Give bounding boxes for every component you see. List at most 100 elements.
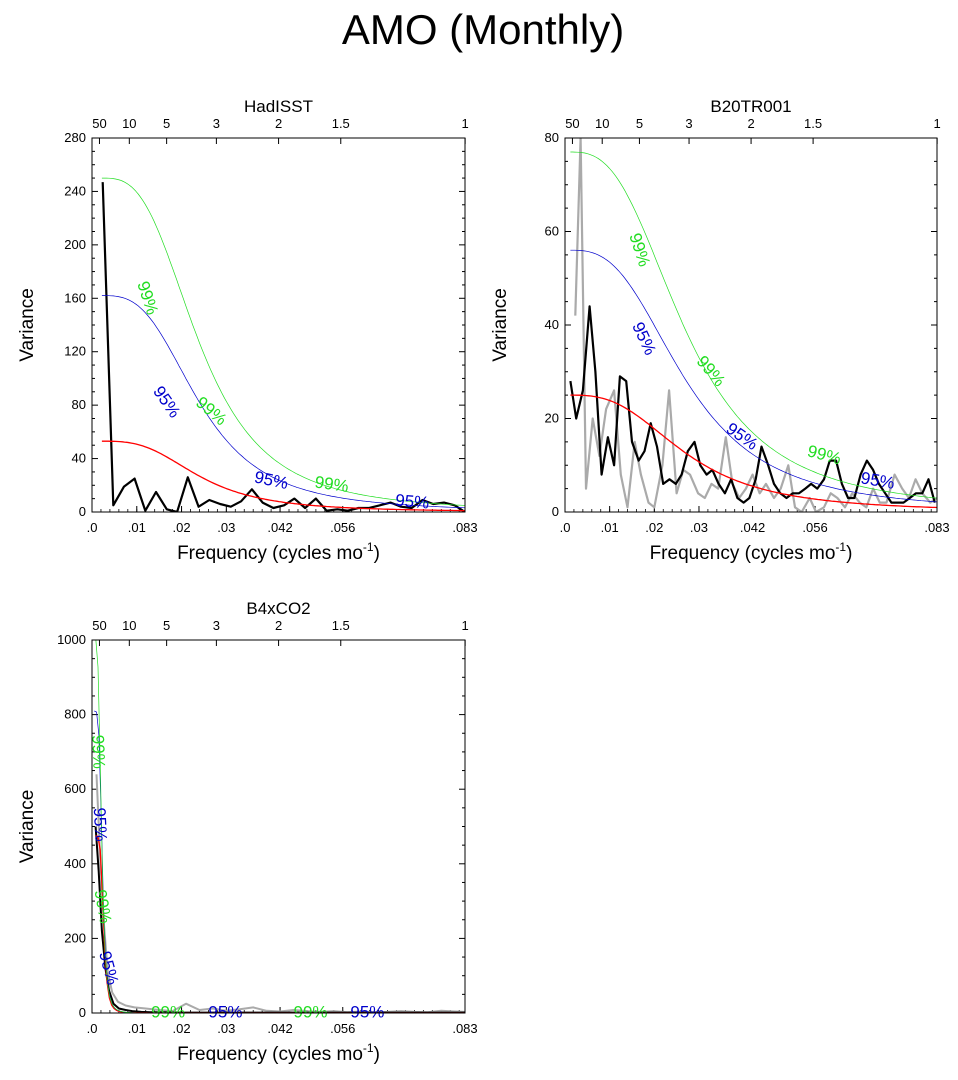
series-spectrum bbox=[94, 826, 465, 1013]
period-tick-label: 1.5 bbox=[332, 116, 350, 131]
x-tick-label: .083 bbox=[924, 520, 949, 535]
series-95% bbox=[101, 295, 465, 509]
series-red-noise bbox=[101, 440, 465, 512]
period-tick-label: 50 bbox=[92, 116, 106, 131]
period-tick-label: 5 bbox=[163, 116, 170, 131]
series-secondary bbox=[95, 774, 465, 1013]
y-tick-label: 200 bbox=[64, 930, 86, 945]
period-tick-label: 2 bbox=[275, 618, 282, 633]
y-tick-label: 400 bbox=[64, 856, 86, 871]
y-tick-label: 0 bbox=[79, 1005, 86, 1020]
period-tick-label: 1 bbox=[462, 618, 469, 633]
confidence-label: 95% bbox=[95, 949, 122, 987]
period-tick-label: 2 bbox=[747, 116, 754, 131]
x-axis-title-superscript: -1 bbox=[363, 1041, 374, 1055]
period-tick-label: 2 bbox=[275, 116, 282, 131]
period-tick-label: 5 bbox=[163, 618, 170, 633]
y-tick-label: 200 bbox=[64, 237, 86, 252]
period-tick-label: 1 bbox=[462, 116, 469, 131]
period-tick-label: 10 bbox=[122, 116, 136, 131]
x-tick-label: .0 bbox=[560, 520, 571, 535]
x-tick-label: .083 bbox=[452, 520, 477, 535]
series-secondary bbox=[574, 138, 937, 512]
y-axis-title: Variance bbox=[490, 288, 511, 362]
y-tick-label: 40 bbox=[72, 451, 86, 466]
y-tick-label: 80 bbox=[545, 130, 559, 145]
x-axis-title: Frequency (cycles mo-1) bbox=[177, 540, 380, 564]
y-tick-label: 240 bbox=[64, 183, 86, 198]
x-tick-label: .02 bbox=[645, 520, 663, 535]
x-tick-label: .042 bbox=[740, 520, 765, 535]
y-tick-label: 80 bbox=[72, 397, 86, 412]
x-axis-title-close: ) bbox=[374, 1044, 380, 1065]
y-tick-label: 280 bbox=[64, 130, 86, 145]
period-tick-label: 10 bbox=[595, 116, 609, 131]
y-tick-label: 800 bbox=[64, 707, 86, 722]
plot-frame bbox=[564, 137, 938, 513]
series-spectrum bbox=[569, 305, 936, 504]
panel-title: B4xCO2 bbox=[246, 599, 310, 618]
plot-frame bbox=[91, 639, 466, 1014]
x-tick-label: .03 bbox=[690, 520, 708, 535]
x-tick-label: .042 bbox=[267, 1021, 292, 1036]
panel-b20tr001: B20TR001 0 20 40 60 80 .0 .01 .02 .03 .042 .056 .083… bbox=[490, 97, 950, 564]
series-spectrum bbox=[101, 182, 465, 512]
confidence-label: 99% bbox=[693, 352, 729, 390]
confidence-label: 99% bbox=[88, 735, 108, 770]
panel-b4xco2: B4xCO2 0 200 400 600 800 1000 .0 .01 .02 .03 .042 .0… bbox=[17, 599, 478, 1065]
x-axis-title: Frequency (cycles mo-1) bbox=[650, 540, 853, 564]
x-tick-label: .01 bbox=[601, 520, 619, 535]
series-red-noise bbox=[570, 394, 937, 509]
x-tick-label: .01 bbox=[128, 1021, 146, 1036]
y-tick-label: 1000 bbox=[57, 632, 86, 647]
plot-area bbox=[569, 138, 937, 512]
panel-title: HadISST bbox=[244, 97, 313, 116]
y-tick-label: 600 bbox=[64, 781, 86, 796]
confidence-label: 99% bbox=[625, 231, 654, 269]
y-tick-label: 40 bbox=[545, 317, 559, 332]
y-tick-label: 0 bbox=[79, 504, 86, 519]
confidence-label: 95% bbox=[208, 1002, 242, 1021]
period-tick-label: 1.5 bbox=[804, 116, 822, 131]
y-axis-title: Variance bbox=[17, 288, 38, 362]
y-axis-title: Variance bbox=[17, 790, 38, 864]
x-tick-label: .01 bbox=[128, 520, 146, 535]
confidence-label: 95% bbox=[394, 491, 430, 513]
period-tick-label: 1 bbox=[934, 116, 941, 131]
series-95% bbox=[94, 710, 465, 1013]
panel-hadisst: HadISST 0 40 80 120 160 200 240 280 .0 .01 .02 .03 .0… bbox=[17, 97, 478, 564]
period-tick-label: 50 bbox=[92, 618, 106, 633]
period-tick-label: 3 bbox=[685, 116, 692, 131]
confidence-label: 95% bbox=[253, 467, 290, 493]
x-tick-label: .03 bbox=[217, 1021, 235, 1036]
y-tick-label: 160 bbox=[64, 290, 86, 305]
x-tick-label: .02 bbox=[173, 1021, 191, 1036]
confidence-label: 95% bbox=[628, 319, 660, 358]
confidence-label: 99% bbox=[314, 473, 350, 497]
main-title: AMO (Monthly) bbox=[342, 6, 624, 53]
y-tick-label: 20 bbox=[545, 411, 559, 426]
x-tick-label: .083 bbox=[452, 1021, 477, 1036]
panel-title: B20TR001 bbox=[710, 97, 791, 116]
series-95% bbox=[570, 249, 937, 503]
y-tick-label: 120 bbox=[64, 344, 86, 359]
plot-area bbox=[94, 640, 465, 1013]
x-axis-title-close: ) bbox=[374, 543, 380, 564]
confidence-label: 99% bbox=[294, 1002, 328, 1021]
period-tick-label: 3 bbox=[213, 116, 220, 131]
x-tick-label: .042 bbox=[267, 520, 292, 535]
confidence-label: 99% bbox=[805, 441, 843, 468]
series-red-noise bbox=[95, 835, 465, 1013]
period-tick-label: 50 bbox=[565, 116, 579, 131]
y-tick-label: 0 bbox=[552, 504, 559, 519]
x-axis-title-superscript: -1 bbox=[835, 540, 846, 554]
confidence-label: 95% bbox=[149, 383, 184, 422]
period-tick-label: 5 bbox=[636, 116, 643, 131]
confidence-label: 95% bbox=[859, 468, 896, 493]
y-tick-label: 60 bbox=[545, 224, 559, 239]
x-axis-title: Frequency (cycles mo-1) bbox=[177, 1041, 380, 1065]
x-tick-label: .056 bbox=[330, 520, 355, 535]
x-tick-label: .03 bbox=[217, 520, 235, 535]
period-tick-label: 1.5 bbox=[332, 618, 350, 633]
confidence-label: 95% bbox=[90, 807, 111, 842]
